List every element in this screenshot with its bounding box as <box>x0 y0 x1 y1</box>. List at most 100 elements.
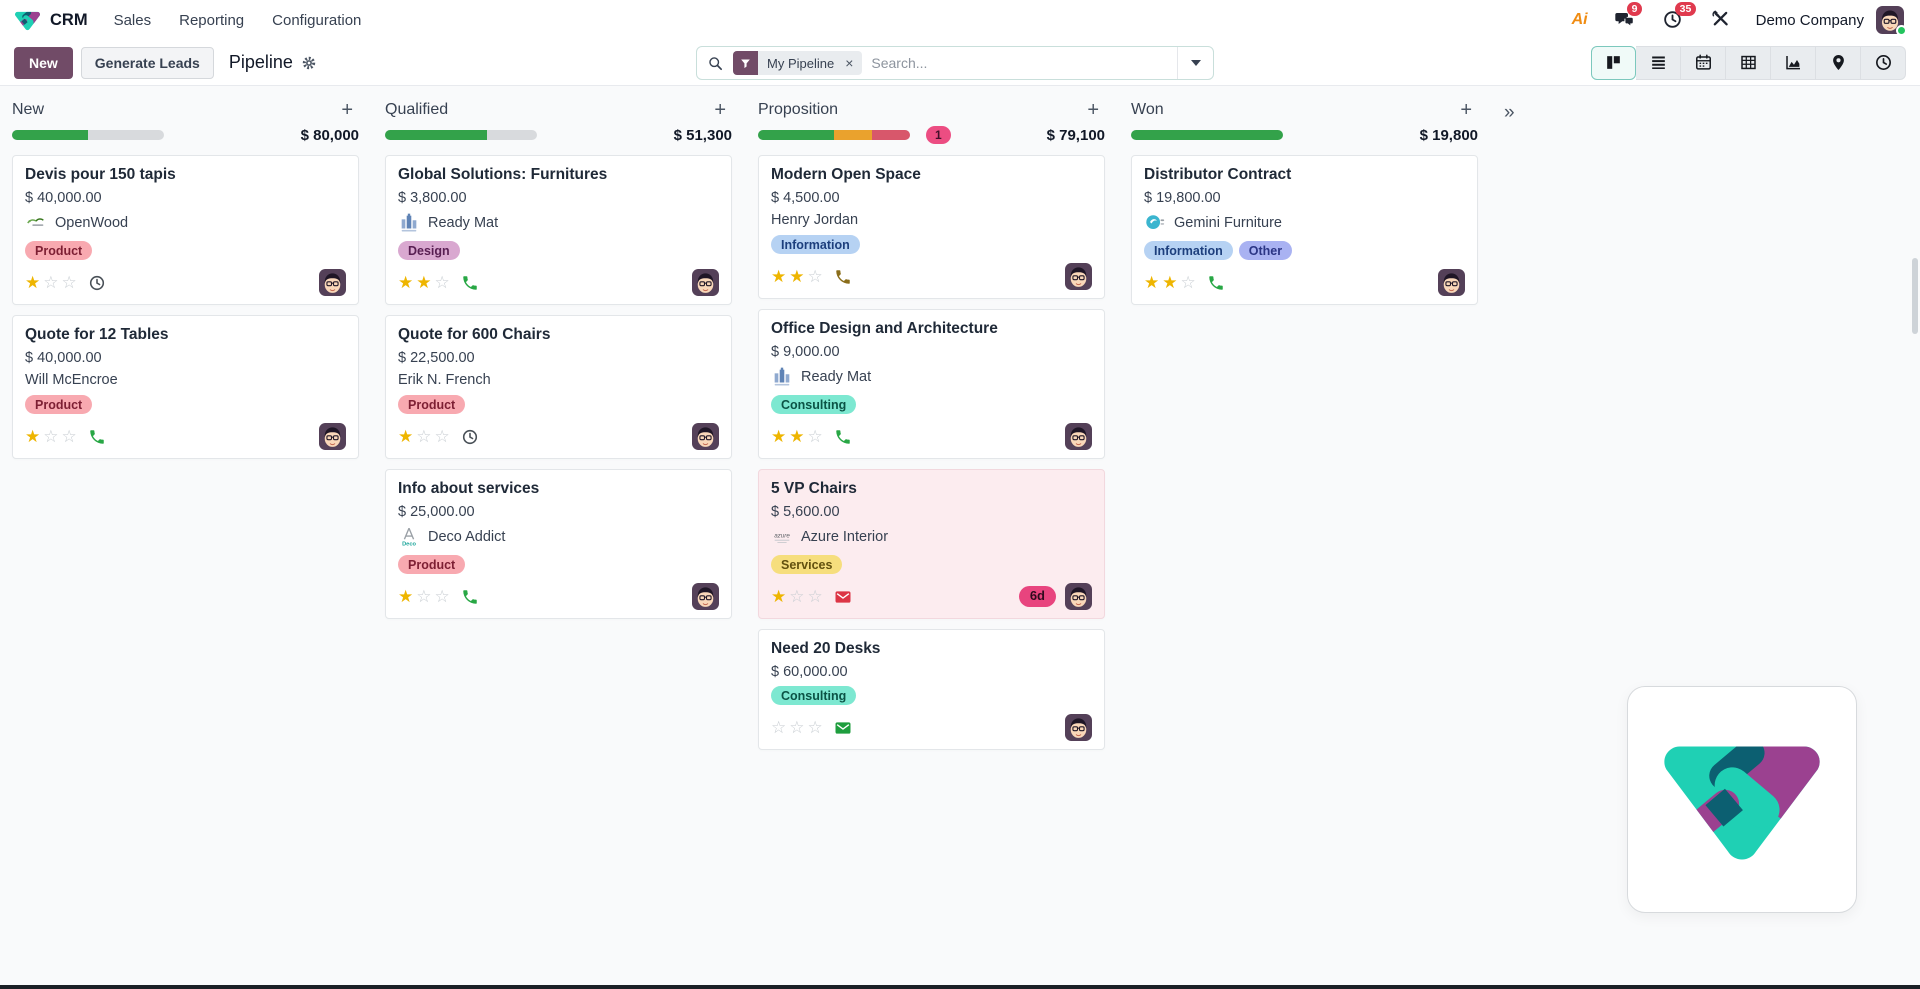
view-switch-pivot[interactable] <box>1726 45 1771 80</box>
view-switch-activity[interactable] <box>1861 45 1906 80</box>
priority-star[interactable]: ☆ <box>1180 273 1196 292</box>
kanban-card[interactable]: Quote for 12 Tables $ 40,000.00 Will McEnc… <box>12 315 359 459</box>
clock-activity-icon[interactable] <box>461 428 479 446</box>
ai-icon[interactable]: Ai <box>1571 11 1588 28</box>
progress-segment-success[interactable] <box>12 130 88 140</box>
kanban-card[interactable]: Need 20 Desks $ 60,000.00 Consulting ☆ ☆ ☆ <box>758 629 1105 750</box>
view-switch-graph[interactable] <box>1771 45 1816 80</box>
priority-star[interactable]: ☆ <box>416 427 432 446</box>
kanban-card[interactable]: Modern Open Space $ 4,500.00 Henry Jordan I… <box>758 155 1105 299</box>
phone-activity-icon[interactable] <box>88 428 106 446</box>
column-counter-badge[interactable]: 1 <box>926 125 951 145</box>
priority-star[interactable]: ☆ <box>789 587 805 606</box>
priority-star[interactable]: ★ <box>25 427 41 446</box>
priority-star[interactable]: ★ <box>789 427 805 446</box>
facet-remove-icon[interactable]: × <box>845 55 854 71</box>
envelope-activity-icon[interactable] <box>834 719 852 737</box>
kanban-card[interactable]: 5 VP Chairs $ 5,600.00 Azure Interior Servi… <box>758 469 1105 619</box>
kanban-card[interactable]: Info about services $ 25,000.00 Deco Addic… <box>385 469 732 619</box>
add-record-button[interactable]: + <box>341 99 353 121</box>
progress-segment-success[interactable] <box>1131 130 1283 140</box>
priority-star[interactable]: ★ <box>1162 273 1178 292</box>
menu-sales[interactable]: Sales <box>113 11 152 29</box>
salesperson-avatar[interactable] <box>1065 423 1092 450</box>
phone-activity-icon[interactable] <box>834 268 852 286</box>
scrollbar-thumb[interactable] <box>1912 258 1918 334</box>
priority-star[interactable]: ★ <box>416 273 432 292</box>
kanban-card[interactable]: Devis pour 150 tapis $ 40,000.00 OpenWood P… <box>12 155 359 305</box>
view-switch-kanban[interactable] <box>1591 45 1636 80</box>
priority-star[interactable]: ★ <box>771 587 787 606</box>
progress-segment-success[interactable] <box>385 130 487 140</box>
company-name[interactable]: Demo Company <box>1755 11 1864 29</box>
column-progressbar[interactable] <box>1131 130 1283 140</box>
salesperson-avatar[interactable] <box>692 269 719 296</box>
priority-star[interactable]: ★ <box>398 427 414 446</box>
priority-star[interactable]: ☆ <box>43 273 59 292</box>
view-switch-map[interactable] <box>1816 45 1861 80</box>
priority-star[interactable]: ☆ <box>61 427 77 446</box>
menu-reporting[interactable]: Reporting <box>179 11 245 29</box>
priority-star[interactable]: ☆ <box>771 718 787 737</box>
priority-star[interactable]: ☆ <box>61 273 77 292</box>
new-button[interactable]: New <box>14 46 73 79</box>
kanban-card[interactable]: Distributor Contract $ 19,800.00 Gemini Fu… <box>1131 155 1478 305</box>
priority-star[interactable]: ★ <box>771 427 787 446</box>
phone-activity-icon[interactable] <box>461 588 479 606</box>
activities-icon[interactable]: 35 <box>1662 2 1697 31</box>
view-switch-list[interactable] <box>1636 45 1681 80</box>
search-dropdown-toggle[interactable] <box>1177 47 1213 79</box>
priority-star[interactable]: ★ <box>398 587 414 606</box>
add-record-button[interactable]: + <box>1087 99 1099 121</box>
priority-star[interactable]: ★ <box>1144 273 1160 292</box>
priority-star[interactable]: ★ <box>771 267 787 286</box>
phone-activity-icon[interactable] <box>1207 274 1225 292</box>
search-input[interactable] <box>871 55 1177 71</box>
salesperson-avatar[interactable] <box>319 269 346 296</box>
column-progressbar[interactable] <box>385 130 537 140</box>
priority-star[interactable]: ☆ <box>434 427 450 446</box>
column-progressbar[interactable] <box>12 130 164 140</box>
priority-star[interactable]: ☆ <box>807 427 823 446</box>
priority-star[interactable]: ★ <box>25 273 41 292</box>
progress-segment-warning[interactable] <box>834 130 872 140</box>
priority-star[interactable]: ☆ <box>434 273 450 292</box>
salesperson-avatar[interactable] <box>1065 714 1092 741</box>
salesperson-avatar[interactable] <box>319 423 346 450</box>
app-switcher-crm[interactable]: CRM <box>50 10 88 29</box>
priority-star[interactable]: ☆ <box>789 718 805 737</box>
progress-segment-danger[interactable] <box>872 130 910 140</box>
clock-activity-icon[interactable] <box>88 274 106 292</box>
view-switch-calendar[interactable] <box>1681 45 1726 80</box>
add-record-button[interactable]: + <box>1460 99 1472 121</box>
salesperson-avatar[interactable] <box>1065 263 1092 290</box>
envelope-activity-icon[interactable] <box>834 588 852 606</box>
kanban-card[interactable]: Global Solutions: Furnitures $ 3,800.00 Re… <box>385 155 732 305</box>
messages-icon[interactable]: 9 <box>1614 2 1643 31</box>
phone-activity-icon[interactable] <box>461 274 479 292</box>
user-avatar[interactable] <box>1876 6 1907 36</box>
phone-activity-icon[interactable] <box>834 428 852 446</box>
priority-star[interactable]: ☆ <box>43 427 59 446</box>
view-settings-gear-icon[interactable] <box>301 55 317 71</box>
priority-star[interactable]: ★ <box>789 267 805 286</box>
add-record-button[interactable]: + <box>714 99 726 121</box>
priority-star[interactable]: ★ <box>398 273 414 292</box>
menu-configuration[interactable]: Configuration <box>272 11 362 29</box>
kanban-card[interactable]: Quote for 600 Chairs $ 22,500.00 Erik N. F… <box>385 315 732 459</box>
salesperson-avatar[interactable] <box>1438 269 1465 296</box>
priority-star[interactable]: ☆ <box>807 718 823 737</box>
priority-star[interactable]: ☆ <box>434 587 450 606</box>
generate-leads-button[interactable]: Generate Leads <box>80 46 214 79</box>
filter-facet-my-pipeline[interactable]: My Pipeline × <box>733 51 863 75</box>
priority-star[interactable]: ☆ <box>807 587 823 606</box>
column-progressbar[interactable] <box>758 130 910 140</box>
priority-star[interactable]: ☆ <box>416 587 432 606</box>
fold-columns-arrow[interactable]: » <box>1504 102 1515 123</box>
debug-tools-icon[interactable] <box>1710 9 1732 31</box>
kanban-card[interactable]: Office Design and Architecture $ 9,000.00… <box>758 309 1105 459</box>
progress-segment-success[interactable] <box>758 130 834 140</box>
search-bar[interactable]: My Pipeline × <box>696 46 1214 80</box>
salesperson-avatar[interactable] <box>692 583 719 610</box>
salesperson-avatar[interactable] <box>1065 583 1092 610</box>
